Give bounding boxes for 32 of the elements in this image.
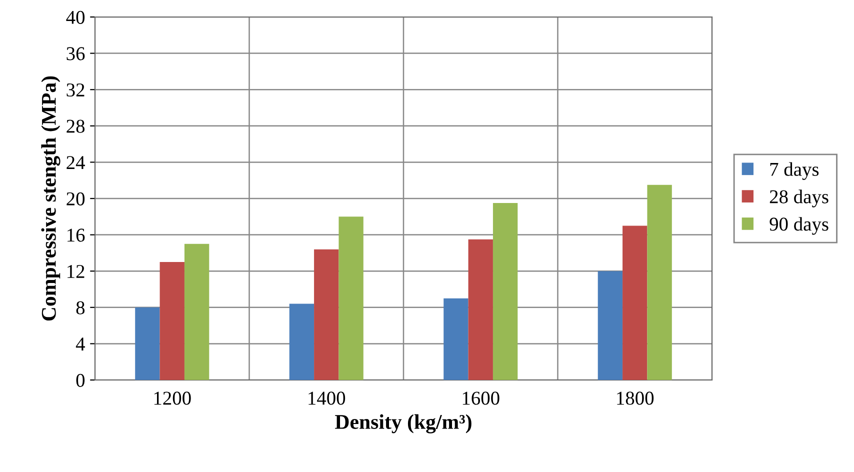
bar bbox=[160, 262, 184, 380]
x-tick-label: 1800 bbox=[617, 392, 654, 405]
bar bbox=[289, 304, 314, 380]
bar bbox=[647, 184, 672, 380]
bar bbox=[135, 307, 160, 380]
y-tick-label: 4 bbox=[76, 338, 85, 350]
y-tick-label: 40 bbox=[66, 10, 85, 24]
y-tick-label: 24 bbox=[66, 156, 85, 169]
bar bbox=[338, 216, 364, 380]
y-tick-label: 28 bbox=[66, 120, 85, 133]
bar bbox=[314, 249, 339, 380]
x-axis-title: Density (kg/m³) bbox=[335, 414, 472, 434]
x-tick-label: 1600 bbox=[462, 392, 500, 405]
bar bbox=[492, 203, 518, 380]
y-tick-label: 36 bbox=[66, 47, 85, 60]
y-axis-title: Compressive stength (MPa) bbox=[41, 76, 60, 321]
bar bbox=[622, 226, 648, 380]
y-tick-label: 8 bbox=[76, 301, 85, 314]
y-tick-label: 16 bbox=[68, 228, 85, 242]
bar bbox=[598, 271, 623, 380]
x-tick-label: 1400 bbox=[308, 392, 346, 405]
legend-label: 7 days bbox=[770, 162, 819, 180]
y-tick-label: 0 bbox=[76, 374, 85, 387]
bar bbox=[184, 244, 210, 380]
y-tick-label: 12 bbox=[68, 264, 84, 278]
x-tick-label: 1200 bbox=[154, 392, 191, 405]
bar bbox=[444, 298, 468, 380]
y-tick-label: 20 bbox=[66, 192, 85, 206]
legend-label: 28 days bbox=[770, 190, 828, 208]
legend-label: 90 days bbox=[770, 217, 828, 235]
bar bbox=[468, 239, 493, 380]
y-tick-label: 32 bbox=[66, 83, 84, 97]
